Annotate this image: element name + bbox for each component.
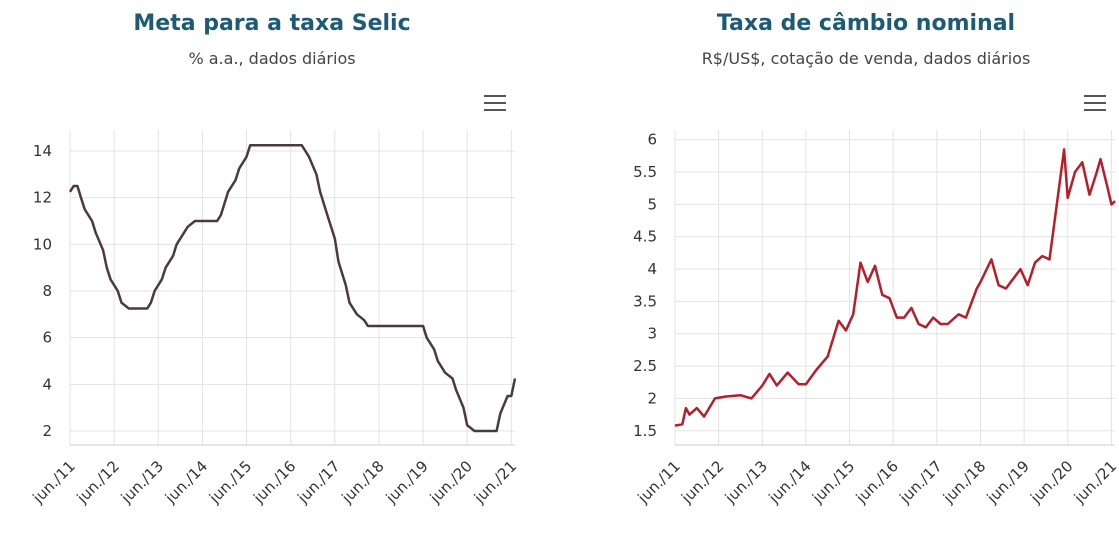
y-tick-label: 4	[42, 375, 52, 393]
y-tick-label: 3	[647, 325, 657, 343]
x-tick-label: jun./15	[205, 457, 255, 507]
x-tick-label: jun./19	[983, 457, 1033, 507]
x-tick-label: jun./18	[337, 457, 387, 507]
x-tick-label: jun./11	[634, 457, 684, 507]
x-tick-label: jun./14	[764, 457, 814, 507]
chart-title: Taxa de câmbio nominal	[717, 11, 1015, 36]
x-tick-label: jun./17	[293, 457, 343, 507]
x-tick-label: jun./13	[721, 457, 771, 507]
x-tick-label: jun./21	[470, 457, 520, 507]
y-tick-label: 5.5	[633, 163, 657, 181]
x-tick-label: jun./20	[1026, 457, 1076, 507]
y-tick-label: 12	[33, 189, 52, 207]
x-tick-label: jun./16	[249, 457, 299, 507]
data-line	[68, 143, 517, 433]
y-tick-label: 10	[33, 235, 52, 253]
x-tick-label: jun./19	[382, 457, 432, 507]
y-tick-label: 6	[647, 131, 657, 149]
x-tick-label: jun./18	[939, 457, 989, 507]
x-tick-label: jun./11	[29, 457, 79, 507]
data-line	[674, 148, 1116, 427]
x-tick-label: jun./15	[808, 457, 858, 507]
x-tick-label: jun./17	[895, 457, 945, 507]
x-tick-label: jun./21	[1070, 457, 1119, 507]
y-tick-label: 5	[647, 195, 657, 213]
x-tick-label: jun./13	[117, 457, 167, 507]
chart-title: Meta para a taxa Selic	[133, 11, 410, 36]
y-tick-label: 14	[33, 142, 52, 160]
y-tick-label: 2	[42, 422, 52, 440]
y-tick-label: 8	[42, 282, 52, 300]
x-tick-label: jun./20	[426, 457, 476, 507]
y-tick-label: 6	[42, 329, 52, 347]
chart-subtitle: % a.a., dados diários	[188, 49, 355, 68]
y-tick-label: 2	[647, 389, 657, 407]
y-tick-label: 1.5	[633, 422, 657, 440]
y-tick-label: 2.5	[633, 357, 657, 375]
x-tick-label: jun./12	[677, 457, 727, 507]
x-tick-label: jun./12	[73, 457, 123, 507]
y-tick-label: 4.5	[633, 228, 657, 246]
chart-subtitle: R$/US$, cotação de venda, dados diários	[702, 49, 1031, 68]
menu-icon[interactable]	[484, 95, 506, 111]
y-tick-label: 4	[647, 260, 657, 278]
x-tick-label: jun./16	[852, 457, 902, 507]
menu-icon[interactable]	[1084, 95, 1106, 111]
x-tick-label: jun./14	[161, 457, 211, 507]
y-tick-label: 3.5	[633, 292, 657, 310]
